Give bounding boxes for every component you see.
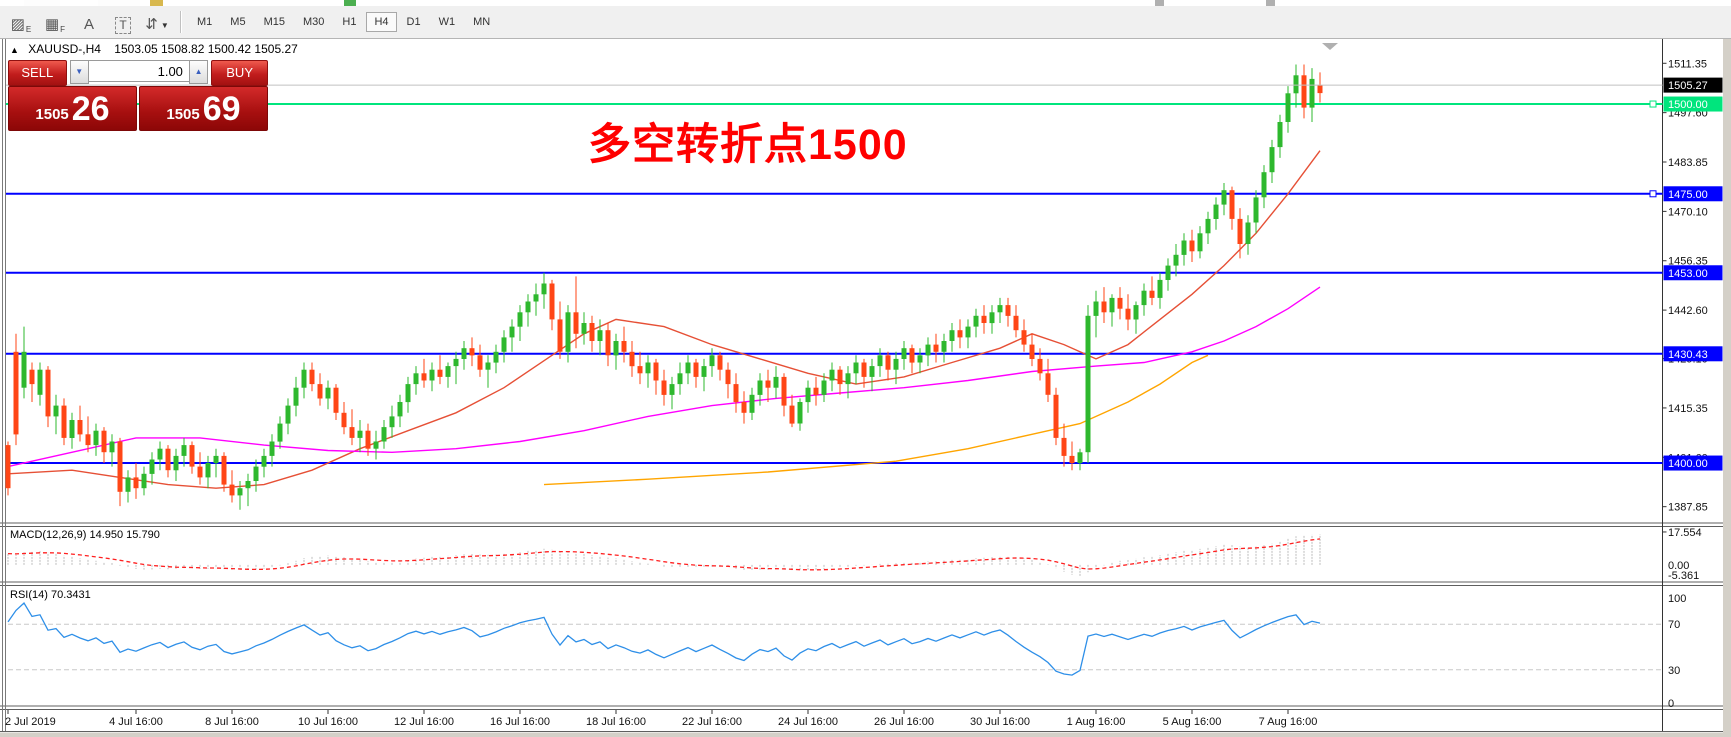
style-arrows-icon[interactable]: ⇵ ▼ [145, 15, 169, 33]
svg-text:8 Jul 16:00: 8 Jul 16:00 [205, 716, 259, 728]
macd-signal-line [7, 538, 1321, 571]
svg-text:16 Jul 16:00: 16 Jul 16:00 [490, 716, 550, 728]
clipped-toolbar-scrap [1155, 0, 1164, 6]
svg-text:1442.60: 1442.60 [1668, 305, 1708, 317]
grid-tool-icon[interactable]: ▦ F [44, 15, 66, 34]
clipped-toolbar-scrap [1266, 0, 1275, 6]
svg-text:1387.85: 1387.85 [1668, 502, 1708, 514]
svg-text:10 Jul 16:00: 10 Jul 16:00 [298, 716, 358, 728]
svg-text:100: 100 [1668, 593, 1686, 605]
buy-price-big: 69 [202, 90, 241, 128]
timeframe-button-m5[interactable]: M5 [230, 16, 246, 28]
svg-text:7 Aug 16:00: 7 Aug 16:00 [1259, 716, 1318, 728]
svg-text:1500.00: 1500.00 [1668, 99, 1708, 111]
sell-button[interactable]: SELL [8, 60, 67, 86]
buy-price-panel[interactable]: 1505 69 [138, 86, 268, 131]
clipped-toolbar-scrap [24, 0, 60, 6]
svg-text:0.00: 0.00 [1668, 560, 1689, 572]
svg-text:1453.00: 1453.00 [1668, 268, 1708, 280]
svg-text:1430.43: 1430.43 [1668, 349, 1708, 361]
text-label-icon[interactable]: A [83, 15, 94, 33]
volume-increase-button[interactable]: ▲ [188, 60, 209, 84]
one-click-trading-panel: SELL ▼ ▲ BUY 1505 26 1505 69 [8, 60, 269, 131]
svg-text:1 Aug 16:00: 1 Aug 16:00 [1067, 716, 1126, 728]
volume-decrease-button[interactable]: ▼ [69, 60, 89, 84]
svg-text:5 Aug 16:00: 5 Aug 16:00 [1163, 716, 1222, 728]
timeframe-button-mn[interactable]: MN [473, 16, 491, 28]
chart-title-bar: ▲ XAUUSD-,H4 1503.05 1508.82 1500.42 150… [10, 42, 298, 56]
clipped-toolbar-scrap [98, 0, 140, 6]
timeframe-button-m1[interactable]: M1 [197, 16, 213, 28]
collapse-triangle-icon[interactable]: ▲ [10, 45, 19, 55]
svg-text:1456.35: 1456.35 [1668, 256, 1708, 268]
svg-text:1483.85: 1483.85 [1668, 157, 1708, 169]
clipped-toolbar-scrap [344, 0, 356, 6]
svg-text:30: 30 [1668, 665, 1680, 677]
buy-button[interactable]: BUY [211, 60, 269, 86]
ma-fast-red [7, 150, 1321, 489]
rsi-pane-label: RSI(14) 70.3431 [10, 589, 91, 601]
text-box-icon[interactable]: T [110, 10, 136, 34]
svg-text:1470.10: 1470.10 [1668, 206, 1708, 218]
svg-text:-5.361: -5.361 [1668, 570, 1699, 582]
svg-text:12 Jul 16:00: 12 Jul 16:00 [394, 716, 454, 728]
svg-text:1415.35: 1415.35 [1668, 403, 1708, 415]
sell-price-panel[interactable]: 1505 26 [8, 86, 137, 131]
ma-slow-orange [543, 354, 1209, 486]
svg-text:4 Jul 16:00: 4 Jul 16:00 [109, 716, 163, 728]
svg-text:1511.35: 1511.35 [1668, 58, 1707, 70]
svg-text:24 Jul 16:00: 24 Jul 16:00 [778, 716, 838, 728]
svg-text:70: 70 [1668, 619, 1680, 631]
svg-text:22 Jul 16:00: 22 Jul 16:00 [682, 716, 742, 728]
sell-price-big: 26 [71, 90, 110, 128]
macd-pane-label: MACD(12,26,9) 14.950 15.790 [10, 529, 160, 541]
svg-text:26 Jul 16:00: 26 Jul 16:00 [874, 716, 934, 728]
svg-text:1475.00: 1475.00 [1668, 189, 1708, 201]
buy-price-small: 1505 [166, 106, 200, 123]
svg-text:1505.27: 1505.27 [1668, 80, 1708, 92]
svg-text:0: 0 [1668, 698, 1674, 710]
sell-price-small: 1505 [35, 106, 69, 123]
svg-text:1400.00: 1400.00 [1668, 458, 1708, 470]
rsi-line [7, 601, 1321, 676]
clipped-toolbar-scrap [150, 0, 163, 6]
svg-text:17.554: 17.554 [1668, 527, 1702, 539]
svg-text:30 Jul 16:00: 30 Jul 16:00 [970, 716, 1030, 728]
timeframe-button-h1[interactable]: H1 [342, 16, 357, 28]
volume-input[interactable] [88, 60, 189, 82]
timeframe-button-w1[interactable]: W1 [438, 16, 456, 28]
svg-text:18 Jul 16:00: 18 Jul 16:00 [586, 716, 646, 728]
timeframe-button-m30[interactable]: M30 [302, 16, 325, 28]
svg-text:2 Jul 2019: 2 Jul 2019 [5, 716, 56, 728]
timeframe-button-d1[interactable]: D1 [406, 16, 421, 28]
timeframe-button-m15[interactable]: M15 [263, 16, 285, 28]
symbol-period-label: XAUUSD-,H4 [28, 42, 101, 56]
chart-shift-triangle-icon [1322, 43, 1338, 50]
timeframe-button-h4[interactable]: H4 [366, 12, 397, 32]
chart-annotation-text: 多空转折点1500 [588, 121, 908, 169]
toolbar-separator [180, 11, 182, 33]
pattern-tool-icon[interactable]: ▨ E [10, 15, 32, 34]
ohlc-values: 1503.05 1508.82 1500.42 1505.27 [114, 42, 298, 56]
